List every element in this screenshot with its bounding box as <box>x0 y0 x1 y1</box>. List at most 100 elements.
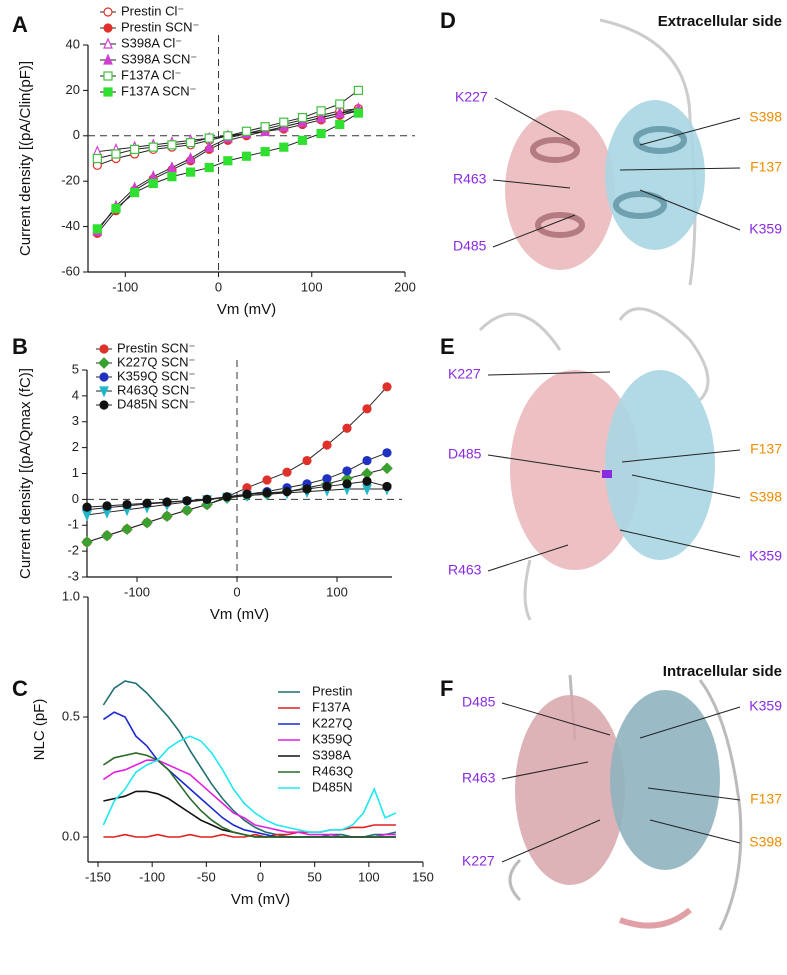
x-tick-label: 100 <box>301 279 323 294</box>
x-axis-label: Vm (mV) <box>210 606 269 623</box>
y-axis-label: Current density [(pA/Qmax (fC)] <box>17 368 34 579</box>
x-tick-label: -150 <box>85 869 111 884</box>
marker <box>111 203 121 214</box>
marker <box>103 37 113 49</box>
residue-label: D485 <box>448 446 482 462</box>
series-line <box>103 790 396 838</box>
y-tick-label: 0.0 <box>62 828 80 843</box>
legend-label: F137A SCN⁻ <box>121 83 197 98</box>
legend-label: F137A <box>312 699 351 714</box>
residue-label: R463 <box>453 171 487 187</box>
x-tick-label: 0 <box>257 869 264 884</box>
marker <box>241 126 252 136</box>
residue-label: D485 <box>462 694 496 710</box>
y-tick-label: -20 <box>61 173 80 188</box>
y-axis-label: Current density [(pA/Clin(pF)] <box>17 61 34 256</box>
x-tick-label: 0 <box>233 584 240 599</box>
marker <box>111 149 121 159</box>
residue-label: R463 <box>462 770 496 786</box>
marker <box>322 474 332 484</box>
residue-label: K227 <box>455 89 488 105</box>
y-tick-label: 5 <box>72 361 79 376</box>
marker <box>302 455 312 466</box>
leader-line <box>639 117 741 146</box>
marker <box>342 479 352 489</box>
panel-letter: B <box>12 334 28 359</box>
marker <box>335 119 345 130</box>
residue-label: K227 <box>462 853 495 869</box>
leader-line <box>501 819 601 863</box>
marker <box>103 71 113 81</box>
marker <box>382 481 392 492</box>
marker <box>82 502 92 512</box>
marker <box>316 106 326 116</box>
legend-label: R463Q SCN⁻ <box>117 382 196 397</box>
marker <box>279 142 289 152</box>
leader-line <box>501 702 611 736</box>
leader-line <box>631 474 741 499</box>
marker <box>222 492 232 502</box>
y-tick-label: 1 <box>72 465 79 480</box>
legend-label: S398A <box>312 747 351 762</box>
legend-label: Prestin SCN⁻ <box>121 19 199 34</box>
series-line <box>102 680 397 838</box>
marker <box>223 131 233 141</box>
marker <box>185 138 196 148</box>
marker <box>335 99 345 109</box>
marker <box>167 172 177 182</box>
panel-letter: C <box>12 676 28 701</box>
y-tick-label: 4 <box>72 387 79 402</box>
marker <box>353 85 363 96</box>
marker <box>382 448 392 458</box>
marker <box>99 344 109 354</box>
x-tick-label: 0 <box>215 279 222 294</box>
legend-label: Prestin <box>312 683 352 698</box>
legend-label: K227Q <box>312 715 352 730</box>
marker <box>342 423 352 433</box>
marker <box>92 153 102 164</box>
y-axis-label: NLC (pF) <box>31 699 48 761</box>
marker <box>103 87 113 97</box>
marker <box>302 484 312 494</box>
marker <box>322 440 332 450</box>
y-tick-label: 0.5 <box>62 708 80 723</box>
legend-label: K359Q <box>312 731 352 746</box>
y-tick-label: -1 <box>67 517 79 532</box>
residue-label: D485 <box>453 238 487 254</box>
y-tick-label: 0 <box>72 491 79 506</box>
panel-letter: A <box>12 12 28 37</box>
marker <box>130 187 140 198</box>
series-line <box>102 735 397 833</box>
series-line <box>86 480 388 508</box>
legend-label: D485N <box>312 779 352 794</box>
series-line <box>102 752 396 838</box>
structure-art <box>478 18 743 931</box>
y-tick-label: 40 <box>66 36 80 51</box>
marker <box>181 504 193 517</box>
marker <box>130 144 140 155</box>
marker <box>185 167 196 177</box>
legend-label: K227Q SCN⁻ <box>117 354 195 369</box>
structure-d <box>505 18 705 286</box>
marker <box>81 536 93 548</box>
marker <box>241 151 252 161</box>
y-tick-label: -60 <box>61 263 80 278</box>
marker <box>182 496 192 506</box>
marker <box>260 147 270 157</box>
residue-label: F137 <box>750 791 782 807</box>
residue-label: K227 <box>448 366 481 382</box>
marker <box>99 400 109 410</box>
marker <box>204 133 214 143</box>
x-tick-label: 200 <box>394 279 416 294</box>
leader-line <box>501 761 589 780</box>
leader-line <box>619 529 741 558</box>
marker <box>103 7 113 17</box>
series-line <box>86 488 387 516</box>
x-axis-label: Vm (mV) <box>217 301 276 318</box>
x-tick-label: -100 <box>112 279 138 294</box>
marker <box>202 494 212 504</box>
leader-line <box>647 787 741 801</box>
residue-label: F137 <box>750 159 782 175</box>
panel-letter: E <box>440 334 455 359</box>
